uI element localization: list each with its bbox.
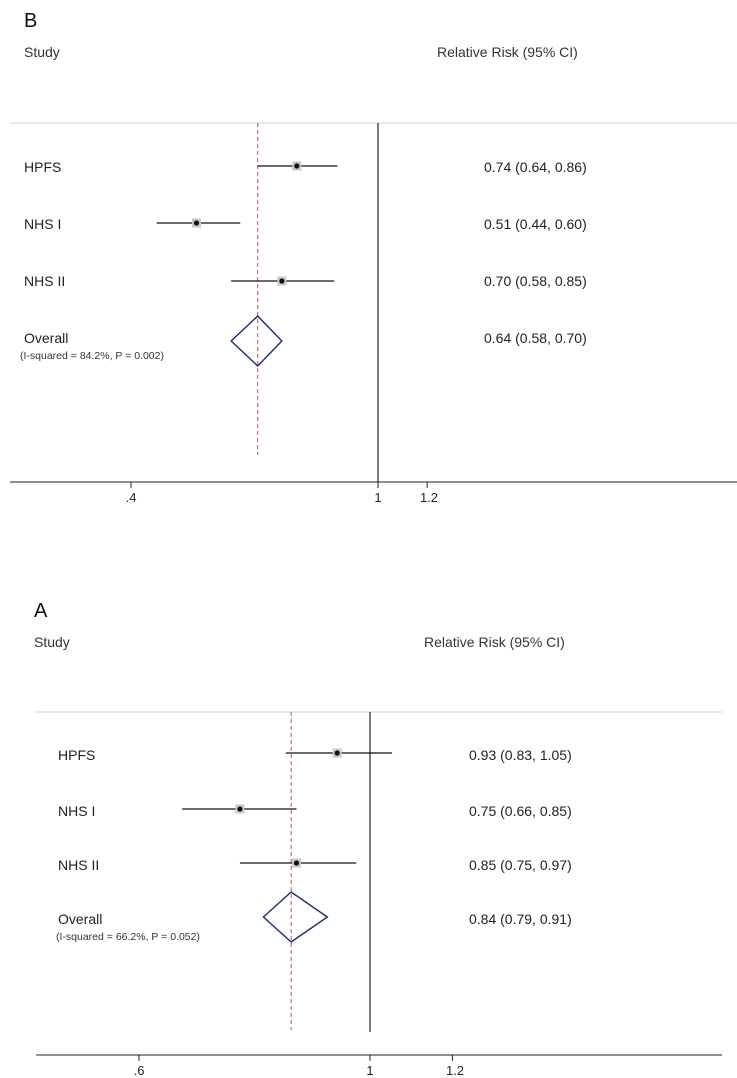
study-label: NHS II <box>24 273 66 289</box>
panel-label: B <box>24 10 38 32</box>
point-estimate-dot <box>193 220 200 226</box>
estimate-label: 0.75 (0.66, 0.85) <box>469 803 572 819</box>
effect-header: Relative Risk (95% CI) <box>437 44 578 60</box>
x-tick-label: 1 <box>374 490 382 505</box>
forest-plot-panel-a: A Study Relative Risk (95% CI) HPFS NHS … <box>0 590 737 1078</box>
study-header: Study <box>34 634 70 650</box>
heterogeneity-note: (I-squared = 66.2%, P = 0.052) <box>56 931 200 943</box>
estimate-label: 0.93 (0.83, 1.05) <box>469 747 572 763</box>
study-label: NHS I <box>24 216 62 232</box>
effect-header: Relative Risk (95% CI) <box>424 634 565 650</box>
overall-label: Overall <box>24 330 69 346</box>
estimate-label: 0.64 (0.58, 0.70) <box>484 330 587 346</box>
point-estimate-dot <box>294 163 300 169</box>
x-tick-label: 1 <box>366 1063 374 1078</box>
estimate-label: 0.70 (0.58, 0.85) <box>484 273 587 289</box>
plot-marks <box>138 712 453 1061</box>
overall-diamond <box>262 891 329 943</box>
study-label: NHS II <box>58 857 100 873</box>
overall-diamond <box>230 315 283 367</box>
study-label: NHS I <box>58 803 96 819</box>
estimate-label: 0.74 (0.64, 0.86) <box>484 159 587 175</box>
forest-plot-svg <box>10 122 737 488</box>
study-label: HPFS <box>24 159 62 175</box>
forest-plot-panel-b: B Study Relative Risk (95% CI) HPFS NHS … <box>10 10 737 505</box>
heterogeneity-note: (I-squared = 84.2%, P = 0.002) <box>20 350 164 362</box>
study-header: Study <box>24 44 60 60</box>
study-label: HPFS <box>58 747 96 763</box>
point-estimate-dot <box>237 806 243 812</box>
estimate-label: 0.51 (0.44, 0.60) <box>484 216 587 232</box>
x-tick-label: 1.2 <box>445 1063 465 1078</box>
point-estimate-dot <box>279 278 285 284</box>
x-tick-label: .6 <box>133 1063 145 1078</box>
overall-label: Overall <box>58 911 103 927</box>
panel-label: A <box>34 600 48 622</box>
point-estimate-dot <box>334 750 340 756</box>
point-estimate-dot <box>293 860 300 866</box>
x-tick-label: 1.2 <box>419 490 439 505</box>
forest-plot-svg <box>36 711 722 1061</box>
estimate-label: 0.85 (0.75, 0.97) <box>469 857 572 873</box>
plot-marks <box>130 123 428 488</box>
estimate-label: 0.84 (0.79, 0.91) <box>469 911 572 927</box>
x-tick-label: .4 <box>125 490 137 505</box>
